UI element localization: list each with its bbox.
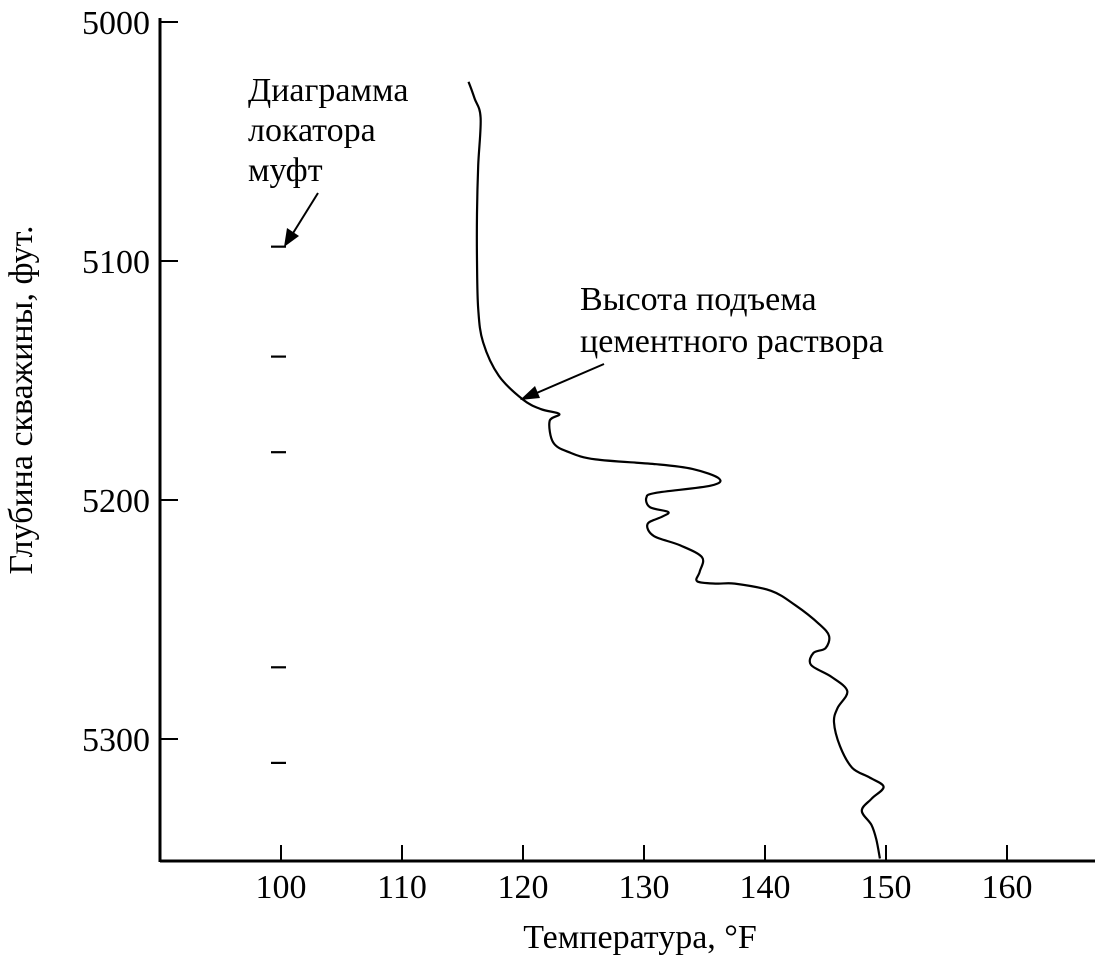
- collar-locator-label-line-2: локатора: [248, 112, 376, 149]
- collar-locator-arrow-shaft: [289, 192, 319, 239]
- y-tick-label: 5200: [82, 483, 150, 520]
- x-axis-title: Температура, °F: [523, 919, 757, 956]
- x-tick-label: 120: [498, 869, 549, 906]
- cement-top-annotation: Высота подъема цементного раствора: [520, 281, 884, 400]
- y-axis-title: Глубина скважины, фут.: [3, 226, 40, 575]
- y-tick-label: 5300: [82, 722, 150, 759]
- collar-locator-label-line-1: Диаграмма: [248, 72, 408, 109]
- collar-locator-label-line-3: муфт: [248, 152, 323, 189]
- x-tick-label: 110: [377, 869, 427, 906]
- x-axis-ticks: 100 110 120 130 140 150 160: [256, 845, 1033, 906]
- cement-top-label-line-1: Высота подъема: [580, 281, 817, 318]
- collar-locator-arrow-head: [284, 228, 299, 247]
- cement-top-arrow-head: [520, 386, 540, 400]
- x-tick-label: 140: [740, 869, 791, 906]
- cement-top-label-line-2: цементного раствора: [580, 323, 884, 360]
- cement-top-arrow-shaft: [531, 363, 605, 396]
- y-axis-ticks: 5000 5100 5200 5300: [82, 5, 178, 759]
- x-tick-label: 160: [982, 869, 1033, 906]
- x-tick-label: 130: [619, 869, 670, 906]
- x-tick-label: 100: [256, 869, 307, 906]
- y-tick-label: 5100: [82, 244, 150, 281]
- x-tick-label: 150: [861, 869, 912, 906]
- collar-locator-marks: [271, 245, 286, 765]
- collar-locator-annotation: Диаграмма локатора муфт: [248, 72, 408, 247]
- temperature-curve: [467, 81, 885, 859]
- y-tick-label: 5000: [82, 5, 150, 42]
